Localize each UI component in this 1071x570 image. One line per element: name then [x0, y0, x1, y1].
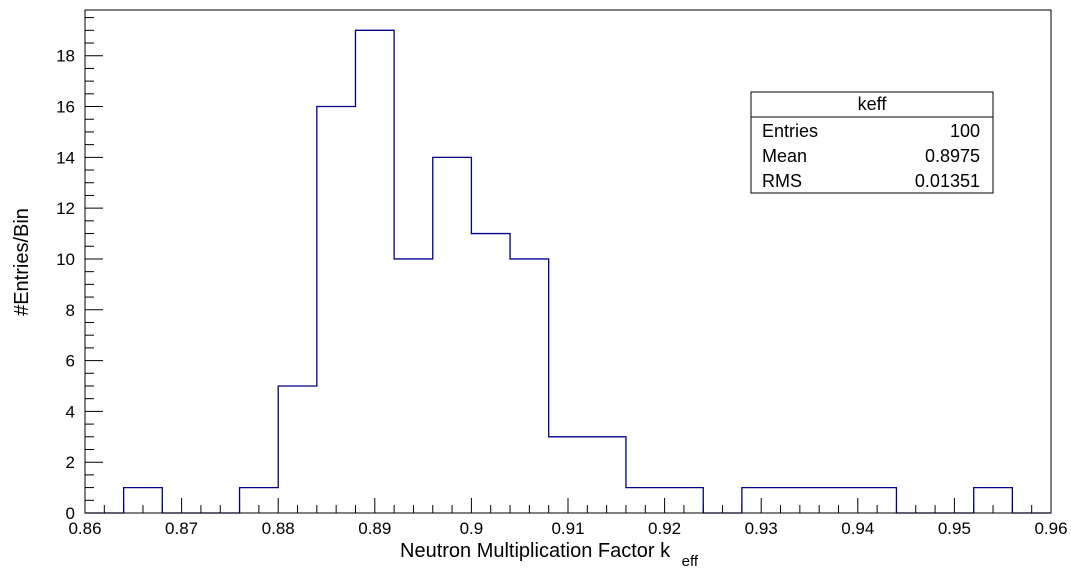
y-tick-label: 6 [66, 352, 75, 371]
x-tick-label: 0.92 [648, 519, 681, 538]
histogram-bin [278, 386, 317, 513]
x-tick-label: 0.89 [358, 519, 391, 538]
y-tick-label: 0 [66, 504, 75, 523]
stats-box-title: keff [858, 94, 888, 114]
y-tick-label: 16 [56, 98, 75, 117]
x-tick-label: 0.86 [68, 519, 101, 538]
histogram-bin [355, 30, 394, 513]
histogram-bin [587, 437, 626, 513]
stats-mean-value: 0.8975 [925, 146, 980, 166]
x-axis-title: Neutron Multiplication Factor k eff [400, 540, 699, 570]
y-tick-label: 14 [56, 148, 75, 167]
stats-box: keff Entries 100 Mean 0.8975 RMS 0.01351 [750, 91, 994, 194]
x-tick-label: 0.93 [745, 519, 778, 538]
x-axis-title-subscript: eff [682, 553, 699, 570]
y-tick-label: 4 [66, 402, 75, 421]
histogram-bin [471, 234, 510, 513]
x-tick-label: 0.87 [165, 519, 198, 538]
y-tick-label: 2 [66, 453, 75, 472]
stats-entries-label: Entries [762, 121, 818, 141]
stats-entries-value: 100 [950, 121, 980, 141]
x-tick-label: 0.95 [938, 519, 971, 538]
histogram-bin [510, 259, 549, 513]
y-tick-label: 8 [66, 301, 75, 320]
minor-ticks [84, 17, 1052, 514]
y-tick-labels: 0 2 4 6 8 10 12 14 16 18 [56, 47, 75, 523]
stats-rms-value: 0.01351 [915, 171, 980, 191]
x-tick-label: 0.94 [841, 519, 874, 538]
x-tick-label: 0.88 [262, 519, 295, 538]
histogram-bin [317, 107, 356, 513]
x-tick-labels: 0.86 0.87 0.88 0.89 0.9 0.91 0.92 0.93 0.94 0.95 0… [68, 519, 1067, 538]
plot-frame [84, 9, 1052, 514]
x-tick-label: 0.96 [1034, 519, 1067, 538]
x-tick-label: 0.9 [460, 519, 484, 538]
histogram-bin [394, 259, 433, 513]
histogram-bin [433, 157, 472, 513]
x-axis-title-main: Neutron Multiplication Factor k [400, 540, 671, 562]
x-tick-label: 0.91 [551, 519, 584, 538]
stats-mean-label: Mean [762, 146, 807, 166]
y-tick-label: 10 [56, 250, 75, 269]
y-tick-label: 12 [56, 199, 75, 218]
histogram-outline [85, 29, 1051, 514]
stats-rms-label: RMS [762, 171, 802, 191]
y-axis-title: #Entries/Bin [11, 208, 33, 316]
y-tick-label: 18 [56, 47, 75, 66]
